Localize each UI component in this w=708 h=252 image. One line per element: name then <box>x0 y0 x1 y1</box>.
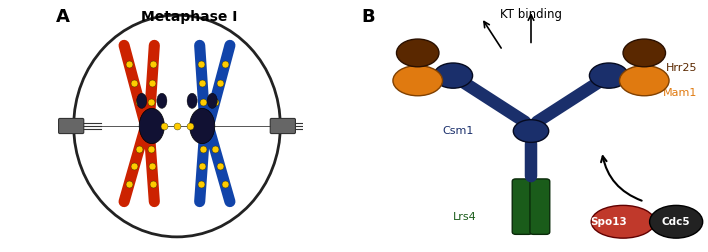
Ellipse shape <box>650 205 702 238</box>
Ellipse shape <box>74 15 280 237</box>
Ellipse shape <box>187 93 197 108</box>
Ellipse shape <box>157 93 167 108</box>
Ellipse shape <box>623 39 666 67</box>
FancyBboxPatch shape <box>530 179 549 234</box>
Text: Spo13: Spo13 <box>590 217 627 227</box>
Text: B: B <box>361 8 375 25</box>
Ellipse shape <box>139 108 164 144</box>
Ellipse shape <box>190 108 215 144</box>
FancyBboxPatch shape <box>59 118 84 134</box>
Text: KT binding: KT binding <box>500 8 562 21</box>
Ellipse shape <box>207 93 217 108</box>
Text: Metaphase I: Metaphase I <box>142 10 238 24</box>
Ellipse shape <box>589 63 629 88</box>
Text: Csm1: Csm1 <box>442 126 474 136</box>
Text: A: A <box>56 8 70 25</box>
FancyBboxPatch shape <box>512 179 532 234</box>
Ellipse shape <box>513 120 549 142</box>
Text: Cdc5: Cdc5 <box>662 217 690 227</box>
Text: Hrr25: Hrr25 <box>666 63 697 73</box>
Ellipse shape <box>591 205 655 238</box>
Ellipse shape <box>396 39 439 67</box>
Ellipse shape <box>393 66 442 96</box>
Text: Lrs4: Lrs4 <box>453 212 477 222</box>
Ellipse shape <box>137 93 147 108</box>
Text: Mam1: Mam1 <box>663 88 697 98</box>
Ellipse shape <box>433 63 473 88</box>
Ellipse shape <box>620 66 669 96</box>
FancyBboxPatch shape <box>270 118 295 134</box>
